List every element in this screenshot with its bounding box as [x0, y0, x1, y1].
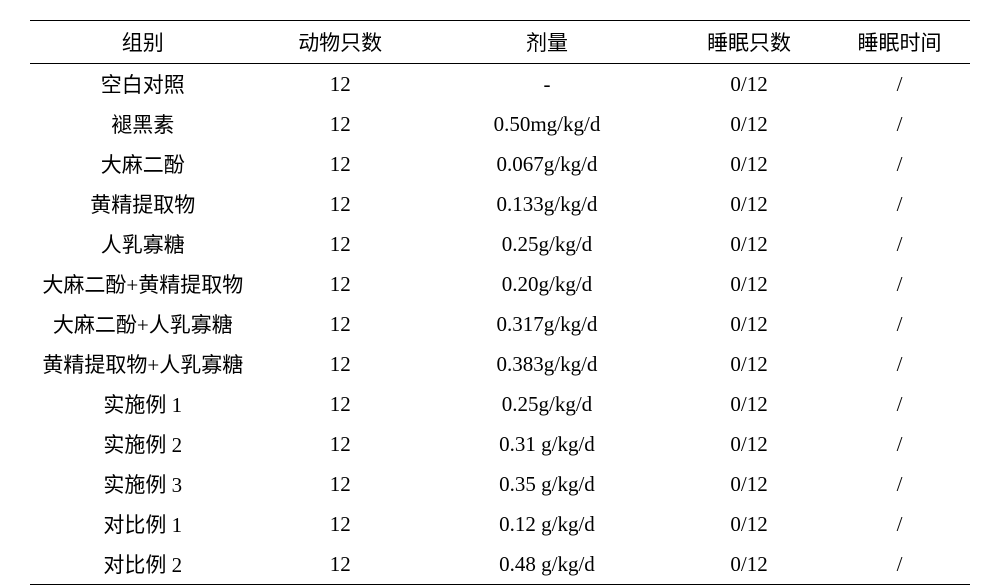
table-cell: 人乳寡糖: [30, 224, 256, 264]
table-cell: 0/12: [669, 144, 829, 184]
table-cell: 0.067g/kg/d: [425, 144, 669, 184]
table-cell: 0.383g/kg/d: [425, 344, 669, 384]
table-row: 实施例 1120.25g/kg/d0/12/: [30, 384, 970, 424]
table-cell: 空白对照: [30, 64, 256, 105]
table-row: 实施例 3120.35 g/kg/d0/12/: [30, 464, 970, 504]
table-cell: /: [829, 104, 970, 144]
table-cell: 实施例 3: [30, 464, 256, 504]
table-cell: 0/12: [669, 384, 829, 424]
table-cell: 大麻二酚+人乳寡糖: [30, 304, 256, 344]
header-row: 组别 动物只数 剂量 睡眠只数 睡眠时间: [30, 21, 970, 64]
table-cell: 12: [256, 104, 425, 144]
table-cell: 0/12: [669, 264, 829, 304]
table-cell: 0.50mg/kg/d: [425, 104, 669, 144]
table-cell: /: [829, 184, 970, 224]
table-cell: 12: [256, 64, 425, 105]
header-dose: 剂量: [425, 21, 669, 64]
table-cell: 0/12: [669, 344, 829, 384]
table-cell: 对比例 1: [30, 504, 256, 544]
table-cell: 12: [256, 464, 425, 504]
table-cell: 12: [256, 424, 425, 464]
table-cell: /: [829, 344, 970, 384]
table-cell: /: [829, 544, 970, 585]
table-row: 黄精提取物120.133g/kg/d0/12/: [30, 184, 970, 224]
table-cell: 0/12: [669, 304, 829, 344]
table-cell: /: [829, 264, 970, 304]
table-cell: /: [829, 224, 970, 264]
header-sleep-count: 睡眠只数: [669, 21, 829, 64]
table-row: 人乳寡糖120.25g/kg/d0/12/: [30, 224, 970, 264]
table-cell: 12: [256, 544, 425, 585]
table-cell: 实施例 2: [30, 424, 256, 464]
table-row: 对比例 1120.12 g/kg/d0/12/: [30, 504, 970, 544]
table-cell: /: [829, 464, 970, 504]
table-cell: 12: [256, 264, 425, 304]
table-cell: 12: [256, 224, 425, 264]
table-cell: 对比例 2: [30, 544, 256, 585]
data-table: 组别 动物只数 剂量 睡眠只数 睡眠时间 空白对照12-0/12/褪黑素120.…: [30, 20, 970, 585]
table-cell: 12: [256, 384, 425, 424]
table-cell: 0/12: [669, 104, 829, 144]
table-cell: 0/12: [669, 544, 829, 585]
table-cell: /: [829, 144, 970, 184]
table-cell: 大麻二酚: [30, 144, 256, 184]
table-cell: /: [829, 64, 970, 105]
table-cell: 0/12: [669, 64, 829, 105]
table-cell: 0.48 g/kg/d: [425, 544, 669, 585]
table-cell: /: [829, 304, 970, 344]
table-cell: 0.317g/kg/d: [425, 304, 669, 344]
table-cell: 0.25g/kg/d: [425, 384, 669, 424]
table-cell: 实施例 1: [30, 384, 256, 424]
table-cell: 0/12: [669, 504, 829, 544]
table-row: 对比例 2120.48 g/kg/d0/12/: [30, 544, 970, 585]
table-cell: 0/12: [669, 464, 829, 504]
table-cell: 0/12: [669, 424, 829, 464]
table-row: 黄精提取物+人乳寡糖120.383g/kg/d0/12/: [30, 344, 970, 384]
table-cell: 12: [256, 504, 425, 544]
table-cell: /: [829, 384, 970, 424]
table-cell: 12: [256, 304, 425, 344]
table-cell: 0.25g/kg/d: [425, 224, 669, 264]
table-row: 大麻二酚+黄精提取物120.20g/kg/d0/12/: [30, 264, 970, 304]
table-cell: 0.35 g/kg/d: [425, 464, 669, 504]
table-cell: 0.20g/kg/d: [425, 264, 669, 304]
table-row: 大麻二酚120.067g/kg/d0/12/: [30, 144, 970, 184]
table-cell: 0.133g/kg/d: [425, 184, 669, 224]
header-group: 组别: [30, 21, 256, 64]
table-cell: 褪黑素: [30, 104, 256, 144]
table-cell: -: [425, 64, 669, 105]
table-cell: 黄精提取物+人乳寡糖: [30, 344, 256, 384]
table-cell: 黄精提取物: [30, 184, 256, 224]
table-row: 褪黑素120.50mg/kg/d0/12/: [30, 104, 970, 144]
table-body: 空白对照12-0/12/褪黑素120.50mg/kg/d0/12/大麻二酚120…: [30, 64, 970, 585]
table-header: 组别 动物只数 剂量 睡眠只数 睡眠时间: [30, 21, 970, 64]
table-row: 大麻二酚+人乳寡糖120.317g/kg/d0/12/: [30, 304, 970, 344]
table-cell: 12: [256, 144, 425, 184]
table-cell: 12: [256, 344, 425, 384]
table-cell: /: [829, 504, 970, 544]
table-cell: 0.31 g/kg/d: [425, 424, 669, 464]
table-cell: 12: [256, 184, 425, 224]
table-cell: /: [829, 424, 970, 464]
table-cell: 大麻二酚+黄精提取物: [30, 264, 256, 304]
table-row: 实施例 2120.31 g/kg/d0/12/: [30, 424, 970, 464]
table-cell: 0.12 g/kg/d: [425, 504, 669, 544]
table-cell: 0/12: [669, 224, 829, 264]
table-row: 空白对照12-0/12/: [30, 64, 970, 105]
table-cell: 0/12: [669, 184, 829, 224]
header-sleep-time: 睡眠时间: [829, 21, 970, 64]
table-container: 组别 动物只数 剂量 睡眠只数 睡眠时间 空白对照12-0/12/褪黑素120.…: [30, 20, 970, 585]
header-animal-count: 动物只数: [256, 21, 425, 64]
